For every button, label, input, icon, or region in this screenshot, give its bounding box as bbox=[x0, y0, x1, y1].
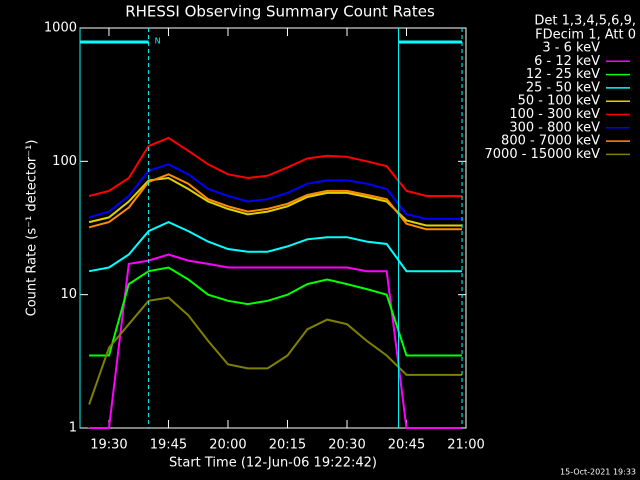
x-tick-label: 20:00 bbox=[209, 438, 246, 453]
y-tick-label: 1 bbox=[69, 421, 77, 436]
series-line bbox=[88, 296, 462, 405]
series-line bbox=[89, 266, 462, 357]
series-line bbox=[89, 253, 462, 429]
night-label: N bbox=[155, 37, 161, 46]
x-tick-label: 19:30 bbox=[90, 438, 127, 453]
legend-label: 12 - 25 keV bbox=[526, 67, 600, 82]
x-tick-label: 20:30 bbox=[328, 438, 365, 453]
series-line bbox=[88, 173, 462, 231]
y-tick-label: 100 bbox=[52, 154, 77, 169]
x-tick-label: 20:45 bbox=[388, 438, 425, 453]
x-tick-label: 21:00 bbox=[447, 438, 484, 453]
series-line bbox=[88, 302, 462, 429]
y-tick-label: 1000 bbox=[44, 21, 77, 36]
x-tick-label: 19:45 bbox=[150, 438, 187, 453]
legend-label: 3 - 6 keV bbox=[542, 41, 600, 56]
plot-frame bbox=[79, 27, 467, 429]
y-axis-label: Count Rate (s⁻¹ detector⁻¹) bbox=[25, 140, 40, 317]
legend-label: 25 - 50 keV bbox=[526, 80, 600, 95]
x-tick-label: 20:15 bbox=[269, 438, 306, 453]
series-line bbox=[88, 136, 462, 197]
legend-header: Det 1,3,4,5,6,9, bbox=[534, 14, 636, 29]
legend-label: 800 - 7000 keV bbox=[501, 134, 600, 149]
legend-label: 50 - 100 keV bbox=[518, 94, 601, 109]
series-line bbox=[88, 221, 462, 273]
footer: 15-Oct-2021 19:33 bbox=[560, 468, 636, 477]
series-line bbox=[88, 163, 462, 220]
legend-header: FDecim 1, Att 0 bbox=[535, 28, 636, 43]
legend-label: 300 - 800 keV bbox=[509, 120, 600, 135]
chart-title: RHESSI Observing Summary Count Rates bbox=[125, 3, 435, 21]
legend-label: 100 - 300 keV bbox=[509, 107, 600, 122]
legend-label: 6 - 12 keV bbox=[534, 54, 600, 69]
x-axis-label: Start Time (12-Jun-06 19:22:42) bbox=[169, 456, 377, 471]
y-tick-label: 10 bbox=[60, 287, 77, 302]
legend-label: 7000 - 15000 keV bbox=[485, 147, 601, 162]
